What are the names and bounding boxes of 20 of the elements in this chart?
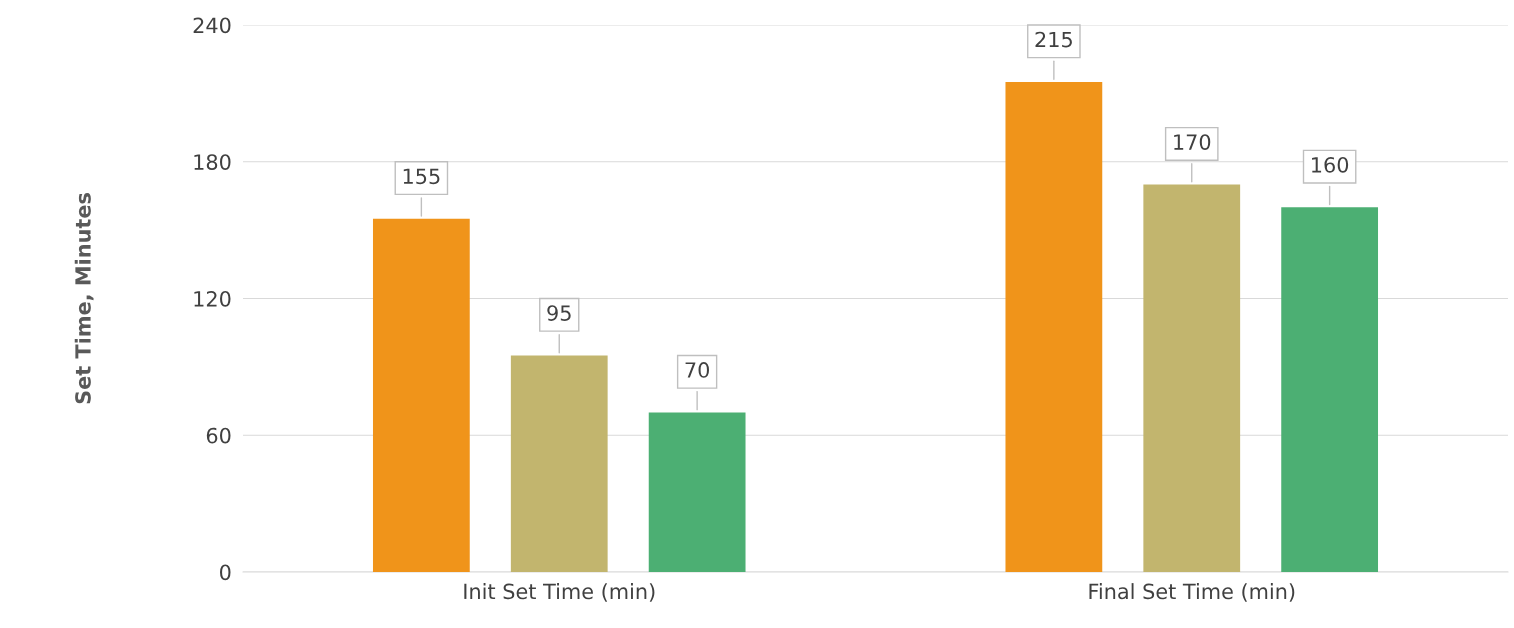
bar — [1005, 81, 1103, 572]
bar — [1143, 184, 1241, 572]
y-tick-label: 180 — [194, 154, 231, 170]
data-label: 215 — [1035, 31, 1072, 48]
bar — [510, 355, 608, 572]
data-label: 155 — [403, 168, 440, 185]
bar — [372, 218, 470, 572]
y-tick-label: 240 — [193, 17, 231, 34]
bar — [648, 412, 746, 572]
data-label: 95 — [547, 305, 571, 321]
x-tick-label: Init Set Time (min) — [464, 583, 655, 602]
data-label: 170 — [1174, 134, 1211, 150]
y-axis-title: Set Time, Minutes — [74, 193, 94, 404]
data-label: 160 — [1312, 156, 1349, 173]
x-tick-label: Final Set Time (min) — [1089, 583, 1295, 602]
y-tick-label: 60 — [206, 427, 231, 444]
y-tick-label: 120 — [194, 290, 231, 307]
data-label: 70 — [685, 362, 710, 378]
bar — [1281, 207, 1379, 572]
y-tick-label: 0 — [220, 564, 231, 581]
